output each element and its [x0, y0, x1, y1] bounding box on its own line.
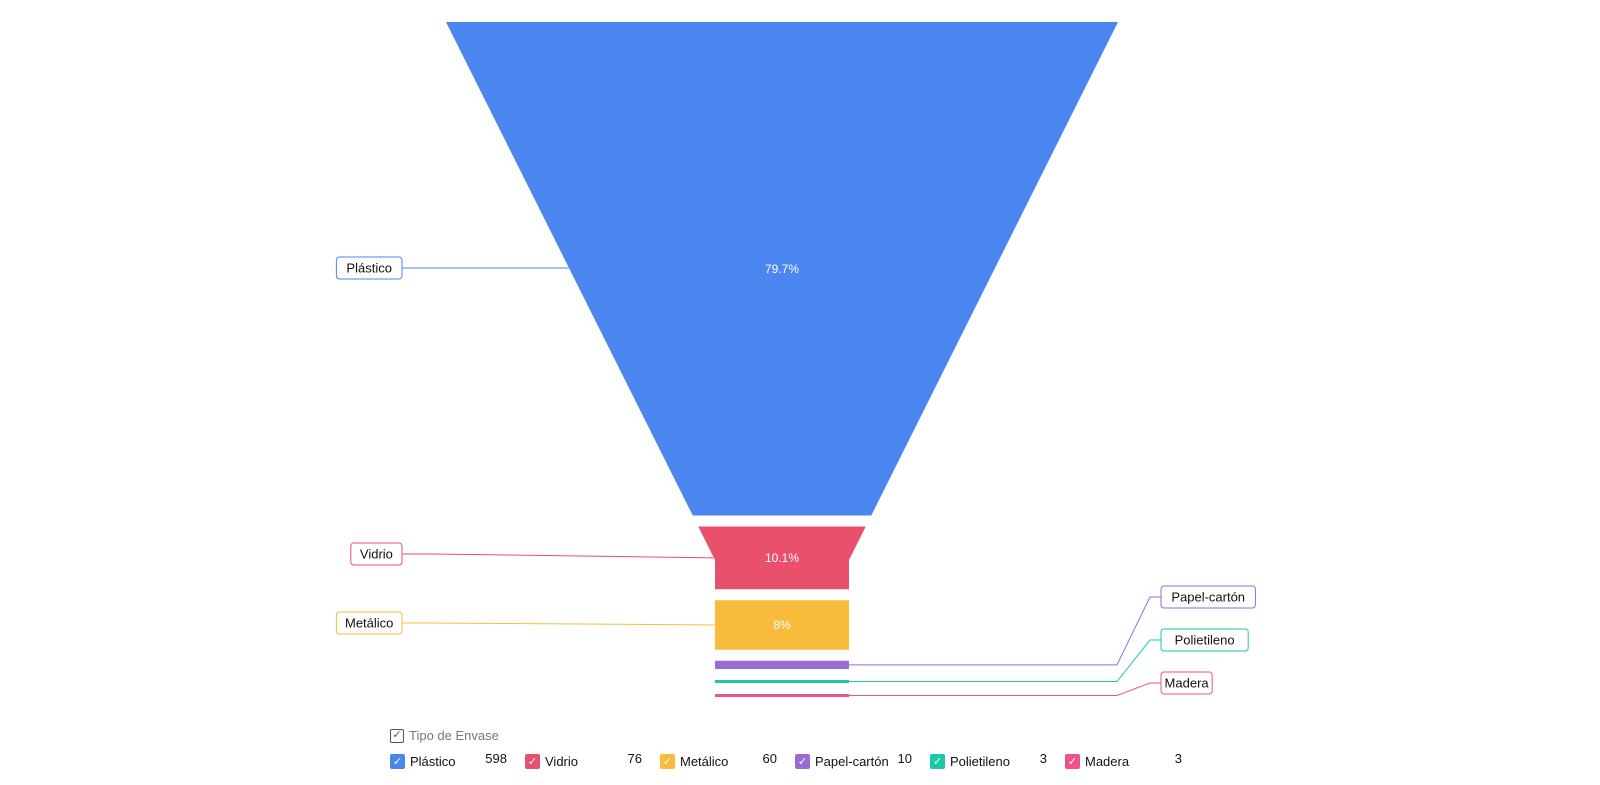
callout-box-metalico [335, 611, 403, 635]
legend-check-icon: ✓ [660, 753, 675, 769]
callout-box-polietileno [1160, 628, 1249, 652]
legend-title-check-icon: ✓ [390, 728, 404, 743]
funnel-segment-metalico[interactable] [715, 600, 849, 650]
callout-label-polietileno: Polietileno [1175, 633, 1235, 648]
funnel-segment-polietileno[interactable] [715, 680, 849, 683]
segment-percent-label-plastico: 79.7% [765, 262, 799, 276]
callout-line-papel-carton [849, 596, 1161, 666]
legend-label: Metálico [680, 753, 729, 769]
legend-value-papel-carton: 10 [897, 751, 912, 766]
callout-line-vidrio [402, 553, 714, 559]
legend: ✓ Tipo de Envase ✓ Plástico 598 ✓ Vidrio 76 ✓ M… [390, 728, 1240, 780]
callout-line-polietileno [849, 639, 1161, 682]
callout-box-vidrio [350, 542, 403, 566]
segment-percent-label-metalico: 8% [773, 618, 791, 632]
legend-item-vidrio[interactable]: ✓ Vidrio [525, 751, 578, 771]
legend-title-text: Tipo de Envase [409, 728, 499, 743]
callout-line-metalico [402, 622, 716, 626]
legend-check-icon: ✓ [795, 753, 810, 769]
funnel-segment-papel-carton[interactable] [715, 660, 849, 669]
legend-value-metalico: 60 [762, 751, 777, 766]
callout-label-vidrio: Vidrio [360, 547, 393, 562]
legend-item-madera[interactable]: ✓ Madera [1065, 751, 1129, 771]
callout-label-madera: Madera [1165, 676, 1210, 691]
legend-value-plastico: 598 [485, 751, 507, 766]
legend-value-polietileno: 3 [1039, 751, 1047, 766]
callout-box-papel-carton [1160, 585, 1256, 609]
legend-check-icon: ✓ [525, 753, 540, 769]
legend-check-icon: ✓ [1065, 753, 1080, 769]
callout-box-plastico [335, 256, 403, 280]
callout-label-plastico: Plástico [346, 261, 392, 276]
callout-label-papel-carton: Papel-cartón [1171, 590, 1245, 605]
legend-value-madera: 3 [1174, 751, 1182, 766]
legend-label: Papel-cartón [815, 753, 889, 769]
legend-item-polietileno[interactable]: ✓ Polietileno [930, 751, 1010, 771]
callout-line-madera [849, 682, 1161, 696]
funnel-segment-plastico[interactable] [446, 22, 1118, 516]
legend-label: Madera [1085, 753, 1130, 769]
legend-title-toggle[interactable]: ✓ Tipo de Envase [390, 728, 499, 743]
legend-label: Plástico [410, 753, 456, 769]
legend-item-plastico[interactable]: ✓ Plástico [390, 751, 456, 771]
legend-check-icon: ✓ [390, 753, 405, 769]
callout-label-metalico: Metálico [345, 616, 393, 631]
funnel-segment-vidrio[interactable] [698, 526, 866, 590]
legend-check-icon: ✓ [930, 753, 945, 769]
legend-label: Polietileno [950, 753, 1010, 769]
legend-item-metalico[interactable]: ✓ Metálico [660, 751, 728, 771]
callout-box-madera [1160, 671, 1213, 695]
funnel-segment-madera[interactable] [715, 694, 849, 697]
legend-item-papel-carton[interactable]: ✓ Papel-cartón [795, 751, 889, 771]
legend-items: ✓ Plástico 598 ✓ Vidrio 76 ✓ Metálico 60 ✓ Papel-c… [390, 751, 1240, 771]
legend-label: Vidrio [545, 753, 579, 769]
segment-percent-label-vidrio: 10.1% [765, 551, 799, 565]
legend-value-vidrio: 76 [627, 751, 642, 766]
